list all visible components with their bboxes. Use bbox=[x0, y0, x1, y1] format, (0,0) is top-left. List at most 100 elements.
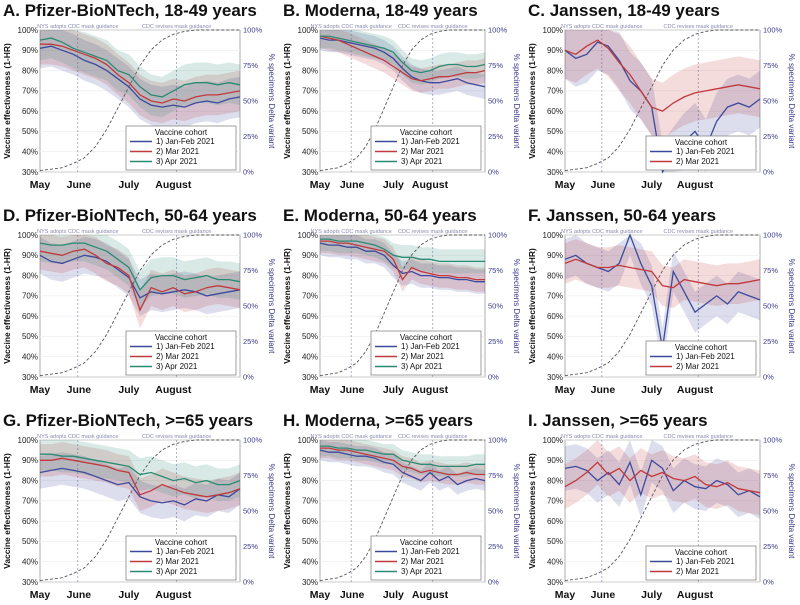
panel-title: H. Moderna, >=65 years bbox=[283, 411, 473, 430]
y-tick-label: 90% bbox=[547, 46, 563, 55]
y-tick-label: 40% bbox=[302, 558, 318, 567]
y-tick-label: 70% bbox=[22, 87, 38, 96]
right-tick-label: 25% bbox=[488, 132, 503, 141]
x-tick-label: August bbox=[677, 384, 714, 396]
y-tick-label: 50% bbox=[302, 332, 318, 341]
annotation: NYS adopts CDC mask guidance bbox=[311, 434, 392, 440]
y-tick-label: 100% bbox=[298, 231, 318, 240]
y-tick-label: 100% bbox=[298, 436, 318, 445]
y-tick-label: 70% bbox=[547, 497, 563, 506]
legend-title: Vaccine cohort bbox=[675, 138, 728, 147]
right-tick-label: 100% bbox=[763, 231, 783, 240]
x-tick-label: August bbox=[155, 179, 192, 191]
x-tick-label: May bbox=[555, 589, 576, 601]
legend-title: Vaccine cohort bbox=[400, 128, 453, 137]
y-tick-label: 100% bbox=[18, 436, 38, 445]
right-axis-label: % specimens Delta variant bbox=[512, 54, 521, 149]
series-line-jan bbox=[39, 45, 241, 108]
legend-box bbox=[645, 340, 757, 376]
x-tick-label: May bbox=[555, 179, 576, 191]
y-tick-label: 40% bbox=[302, 148, 318, 157]
y-tick-label: 60% bbox=[22, 312, 38, 321]
y-tick-label: 50% bbox=[547, 127, 563, 136]
y-tick-label: 30% bbox=[22, 578, 38, 587]
panel-title: I. Janssen, >=65 years bbox=[528, 411, 708, 430]
panel-e: E. Moderna, 50-64 years 30% 40% 50% 60% 70% 80… bbox=[282, 206, 521, 396]
y-tick-label: 60% bbox=[547, 517, 563, 526]
right-tick-label: 75% bbox=[763, 471, 778, 480]
right-axis-label: % specimens Delta variant bbox=[267, 464, 276, 559]
right-tick-label: 75% bbox=[243, 266, 258, 275]
series-line-mar bbox=[564, 258, 761, 289]
series-line-apr bbox=[39, 37, 241, 98]
y-tick-label: 40% bbox=[22, 148, 38, 157]
y-axis-label: Vaccine effectiveness (1-HR) bbox=[282, 453, 292, 569]
y-tick-label: 80% bbox=[302, 271, 318, 280]
right-tick-label: 0% bbox=[763, 578, 774, 587]
right-tick-label: 75% bbox=[488, 266, 503, 275]
series-line-apr bbox=[39, 242, 241, 291]
y-tick-label: 40% bbox=[547, 148, 563, 157]
x-tick-label: July bbox=[383, 384, 404, 396]
series-line-mar bbox=[320, 447, 485, 476]
right-tick-label: 0% bbox=[243, 578, 254, 587]
annotation: CDC revises mask guidance bbox=[664, 434, 733, 440]
y-axis-label: Vaccine effectiveness (1-HR) bbox=[282, 43, 292, 159]
x-tick-label: June bbox=[67, 589, 92, 601]
panel-title: B. Moderna, 18-49 years bbox=[283, 1, 478, 20]
x-tick-label: July bbox=[383, 589, 404, 601]
legend-box bbox=[370, 330, 482, 376]
x-tick-label: August bbox=[677, 589, 714, 601]
delta-variant-line bbox=[319, 234, 485, 377]
legend-label-jan: 1) Jan-Feb 2021 bbox=[676, 352, 735, 361]
annotation: CDC revises mask guidance bbox=[664, 24, 733, 30]
y-tick-label: 30% bbox=[22, 373, 38, 382]
y-tick-label: 30% bbox=[22, 168, 38, 177]
series-line-jan bbox=[319, 449, 486, 486]
x-tick-label: June bbox=[340, 179, 365, 191]
legend-label-jan: 1) Jan-Feb 2021 bbox=[401, 547, 460, 556]
y-tick-label: 50% bbox=[22, 537, 38, 546]
right-tick-label: 0% bbox=[763, 373, 774, 382]
y-tick-label: 90% bbox=[302, 251, 318, 260]
y-tick-label: 80% bbox=[22, 66, 38, 75]
y-tick-label: 50% bbox=[302, 537, 318, 546]
x-tick-label: June bbox=[591, 589, 616, 601]
y-axis-label: Vaccine effectiveness (1-HR) bbox=[282, 248, 292, 364]
legend-label-apr: 3) Apr 2021 bbox=[156, 157, 198, 166]
y-tick-label: 30% bbox=[547, 373, 563, 382]
annotation: CDC revises mask guidance bbox=[664, 229, 733, 235]
ci-band-apr bbox=[40, 235, 240, 308]
right-tick-label: 100% bbox=[763, 26, 783, 35]
right-tick-label: 75% bbox=[763, 61, 778, 70]
right-tick-label: 75% bbox=[488, 471, 503, 480]
right-tick-label: 25% bbox=[763, 337, 778, 346]
y-tick-label: 70% bbox=[302, 497, 318, 506]
legend-label-apr: 3) Apr 2021 bbox=[401, 567, 443, 576]
y-tick-label: 70% bbox=[547, 87, 563, 96]
y-tick-label: 50% bbox=[22, 332, 38, 341]
legend-label-jan: 1) Jan-Feb 2021 bbox=[156, 137, 215, 146]
y-tick-label: 90% bbox=[22, 251, 38, 260]
right-tick-label: 50% bbox=[243, 302, 258, 311]
series-line-jan bbox=[564, 459, 761, 498]
legend-box bbox=[125, 535, 237, 581]
ci-band-jan bbox=[565, 440, 760, 520]
x-tick-label: June bbox=[340, 384, 365, 396]
right-tick-label: 0% bbox=[488, 373, 499, 382]
ci-band-apr bbox=[40, 30, 240, 118]
y-tick-label: 100% bbox=[543, 436, 563, 445]
x-tick-label: August bbox=[155, 589, 192, 601]
y-tick-label: 60% bbox=[547, 312, 563, 321]
y-tick-label: 80% bbox=[302, 476, 318, 485]
y-tick-label: 100% bbox=[298, 26, 318, 35]
x-tick-label: June bbox=[67, 384, 92, 396]
right-tick-label: 50% bbox=[763, 302, 778, 311]
y-axis-label: Vaccine effectiveness (1-HR) bbox=[2, 248, 12, 364]
right-tick-label: 25% bbox=[763, 542, 778, 551]
right-axis-label: % specimens Delta variant bbox=[787, 259, 796, 354]
y-tick-label: 80% bbox=[22, 476, 38, 485]
